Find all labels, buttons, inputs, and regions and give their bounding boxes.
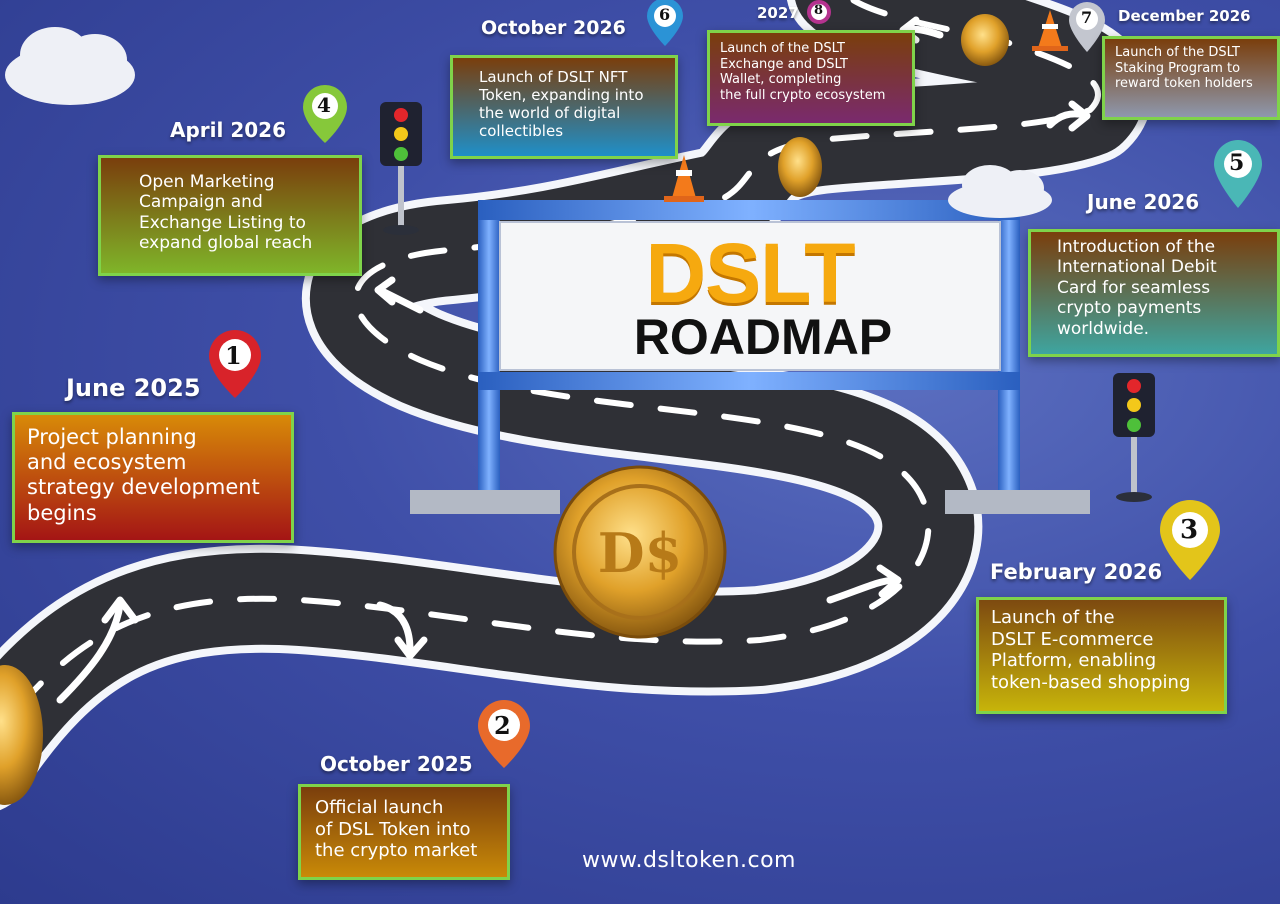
roadmap-subtitle: ROADMAP bbox=[633, 309, 893, 365]
traffic-light-icon bbox=[380, 102, 1155, 502]
milestone-3-box: Launch of the DSLT E-commerce Platform, … bbox=[976, 597, 1227, 714]
milestone-2-line: of DSL Token into bbox=[315, 818, 471, 840]
milestone-5-line: International Debit bbox=[1057, 257, 1217, 278]
pin-number-8: 8 bbox=[814, 3, 824, 18]
milestone-2-box: Official launch of DSL Token into the cr… bbox=[298, 784, 510, 880]
milestone-1-date: June 2025 bbox=[66, 374, 201, 402]
pin-number-6: 6 bbox=[659, 5, 671, 24]
milestone-5-line: worldwide. bbox=[1057, 318, 1150, 339]
milestone-7-line: Staking Program to bbox=[1115, 60, 1241, 76]
milestone-8-line: the full crypto ecosystem bbox=[720, 87, 886, 103]
milestone-8-box: Launch of the DSLT Exchange and DSLT Wal… bbox=[707, 30, 915, 126]
milestone-7-date: December 2026 bbox=[1118, 7, 1251, 25]
milestone-4-line: expand global reach bbox=[139, 233, 313, 254]
map-pin-icon bbox=[209, 0, 1262, 768]
milestone-5-line: crypto payments bbox=[1057, 298, 1202, 319]
milestone-4-line: Open Marketing bbox=[139, 172, 275, 192]
milestone-4-line: Exchange Listing to bbox=[139, 212, 306, 233]
milestone-1-line: strategy development bbox=[27, 475, 260, 500]
traffic-cone-icon bbox=[664, 10, 1068, 202]
pin-number-7: 7 bbox=[1081, 8, 1093, 27]
pin-number-5: 5 bbox=[1229, 150, 1245, 176]
milestone-8-line: Wallet, completing bbox=[720, 72, 842, 88]
milestone-4-date: April 2026 bbox=[170, 118, 286, 142]
milestone-1-box: Project planning and ecosystem strategy … bbox=[12, 412, 294, 543]
milestone-8-date: 2027 bbox=[757, 4, 799, 22]
billboard bbox=[410, 200, 1090, 514]
milestone-8-line: Exchange and DSLT bbox=[720, 56, 848, 72]
svg-text:D$: D$ bbox=[598, 521, 682, 585]
pin-number-1: 1 bbox=[225, 341, 242, 370]
milestone-3-line: Launch of the bbox=[991, 607, 1115, 628]
milestone-6-date: October 2026 bbox=[481, 17, 626, 39]
milestone-5-line: Introduction of the bbox=[1057, 237, 1216, 257]
milestone-8-line: Launch of the DSLT bbox=[720, 41, 845, 56]
pin-number-2: 2 bbox=[494, 711, 511, 740]
milestone-1-line: begins bbox=[27, 500, 97, 525]
milestone-6-line: the world of digital bbox=[479, 104, 621, 122]
milestone-3-line: DSLT E-commerce bbox=[991, 628, 1154, 650]
milestone-6-line: Launch of DSLT NFT bbox=[479, 68, 628, 86]
pin-number-3: 3 bbox=[1180, 515, 1199, 545]
pin-number-4: 4 bbox=[317, 93, 331, 117]
milestone-6-box: Launch of DSLT NFT Token, expanding into… bbox=[450, 55, 678, 159]
milestone-2-date: October 2025 bbox=[320, 752, 473, 776]
milestone-4-line: Campaign and bbox=[139, 192, 263, 213]
milestone-2-line: Official launch bbox=[315, 797, 444, 818]
arrow-icon bbox=[56, 16, 1091, 704]
milestone-4-box: Open Marketing Campaign and Exchange Lis… bbox=[98, 155, 362, 276]
milestone-5-date: June 2026 bbox=[1087, 190, 1200, 214]
milestone-2-line: the crypto market bbox=[315, 840, 478, 862]
roadmap-title: DSLT bbox=[645, 226, 855, 320]
milestone-5-box: Introduction of the International Debit … bbox=[1028, 229, 1280, 357]
cloud-icon bbox=[5, 27, 1052, 218]
milestone-5-line: Card for seamless bbox=[1057, 277, 1211, 298]
milestone-3-line: Platform, enabling bbox=[991, 650, 1157, 672]
milestone-3-date: February 2026 bbox=[990, 560, 1163, 584]
milestone-1-line: and ecosystem bbox=[27, 450, 187, 475]
milestone-1-line: Project planning bbox=[27, 425, 197, 449]
milestone-7-box: Launch of the DSLT Staking Program to re… bbox=[1102, 36, 1280, 120]
coin-icon: D$ bbox=[0, 14, 1009, 805]
milestone-6-line: Token, expanding into bbox=[479, 86, 644, 104]
milestone-7-line: Launch of the DSLT bbox=[1115, 45, 1240, 60]
milestone-3-line: token-based shopping bbox=[991, 671, 1191, 693]
milestone-7-line: reward token holders bbox=[1115, 76, 1253, 92]
website-url: www.dsltoken.com bbox=[582, 848, 796, 873]
milestone-6-line: collectibles bbox=[479, 122, 564, 140]
